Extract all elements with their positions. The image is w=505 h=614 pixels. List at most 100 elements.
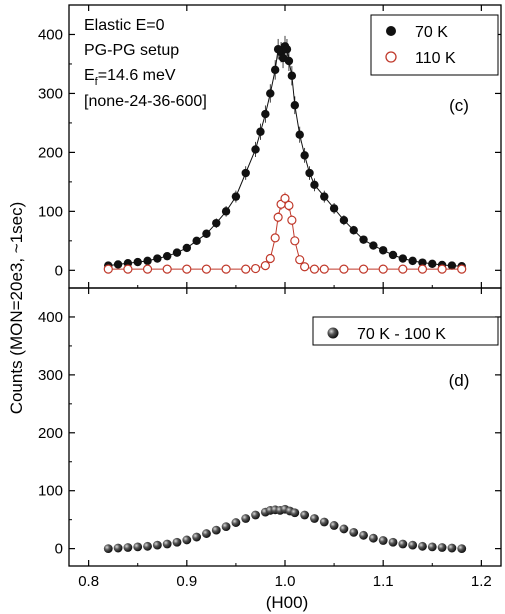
y-tick-label: 0 bbox=[55, 262, 63, 279]
data-point bbox=[329, 204, 339, 213]
data-point bbox=[284, 56, 294, 66]
data-point bbox=[202, 229, 211, 238]
legend-label: 110 K bbox=[415, 50, 456, 67]
data-point bbox=[250, 263, 261, 274]
data-point bbox=[143, 541, 152, 551]
annotation-ef-value: =14.6 meV bbox=[98, 67, 176, 84]
data-point bbox=[152, 540, 162, 550]
data-point bbox=[300, 510, 310, 520]
data-point bbox=[270, 65, 280, 75]
data-point bbox=[261, 109, 270, 119]
data-point bbox=[172, 537, 182, 547]
data-point bbox=[162, 539, 172, 549]
panel-d-chart: 0 100 200 300 400 0.8 0.9 1.0 1.1 1.2 70 K - 100 K… bbox=[38, 287, 502, 590]
data-point bbox=[251, 510, 260, 520]
data-point bbox=[211, 525, 221, 535]
data-point bbox=[103, 264, 113, 274]
data-point bbox=[309, 264, 320, 274]
y-tick-label: 400 bbox=[38, 26, 63, 43]
data-point bbox=[143, 256, 152, 266]
data-point bbox=[103, 544, 113, 554]
data-point bbox=[287, 215, 297, 225]
legend-marker bbox=[327, 327, 339, 339]
data-point bbox=[202, 529, 211, 538]
panel-label: (c) bbox=[449, 96, 469, 115]
x-tick-label: 0.8 bbox=[78, 573, 99, 590]
data-point bbox=[339, 524, 349, 534]
data-point bbox=[295, 255, 305, 265]
y-tick-label: 100 bbox=[38, 203, 63, 220]
data-point bbox=[378, 264, 388, 274]
data-point bbox=[300, 151, 309, 160]
data-point bbox=[221, 207, 231, 216]
data-point bbox=[265, 253, 275, 264]
data-point bbox=[113, 260, 123, 269]
data-point bbox=[437, 543, 447, 552]
panel-c-annotations: Elastic E=0 PG-PG setup Ef=14.6 meV [non… bbox=[84, 17, 207, 110]
x-tick-label: 1.0 bbox=[275, 573, 296, 590]
data-point bbox=[241, 168, 250, 178]
data-point bbox=[369, 241, 378, 250]
data-point bbox=[282, 45, 292, 54]
y-tick-label: 200 bbox=[38, 144, 63, 161]
x-axis-label: (H00) bbox=[266, 593, 309, 612]
data-point bbox=[241, 514, 251, 523]
data-point bbox=[153, 254, 162, 263]
data-point bbox=[142, 264, 153, 274]
data-point bbox=[270, 233, 280, 243]
data-point bbox=[378, 246, 388, 255]
data-point bbox=[319, 264, 329, 274]
data-point bbox=[349, 226, 358, 235]
legend-box bbox=[370, 14, 499, 76]
data-point bbox=[123, 264, 133, 274]
data-point bbox=[457, 264, 467, 274]
y-tick-label: 100 bbox=[38, 483, 63, 500]
x-tick-label: 1.2 bbox=[471, 573, 492, 590]
data-point bbox=[192, 236, 201, 246]
data-point bbox=[427, 542, 437, 552]
data-point bbox=[358, 264, 369, 274]
data-point bbox=[368, 533, 378, 543]
data-point bbox=[290, 508, 300, 518]
data-point bbox=[305, 168, 314, 178]
data-point bbox=[231, 192, 241, 201]
data-point bbox=[290, 101, 300, 110]
data-point bbox=[260, 260, 270, 271]
data-point bbox=[447, 261, 457, 270]
y-tick-label: 0 bbox=[55, 541, 63, 558]
data-point bbox=[123, 543, 133, 552]
data-point bbox=[300, 262, 310, 272]
data-point bbox=[437, 264, 447, 274]
y-tick-label: 300 bbox=[38, 367, 63, 384]
data-point bbox=[310, 180, 319, 190]
data-point bbox=[231, 518, 241, 527]
data-point bbox=[418, 541, 427, 551]
data-point bbox=[287, 71, 297, 80]
data-point bbox=[349, 528, 359, 537]
data-point bbox=[182, 264, 192, 274]
data-point bbox=[251, 145, 260, 154]
y-tick-label: 400 bbox=[38, 309, 63, 326]
data-point bbox=[290, 236, 300, 246]
x-tick-label: 1.1 bbox=[373, 573, 394, 590]
data-point bbox=[284, 200, 294, 211]
data-point bbox=[172, 248, 182, 257]
data-point bbox=[408, 540, 418, 550]
data-point bbox=[428, 259, 437, 269]
data-point bbox=[447, 543, 457, 553]
data-point bbox=[457, 544, 467, 554]
data-point bbox=[417, 264, 428, 274]
x-tick-label: 0.9 bbox=[176, 573, 197, 590]
data-point bbox=[162, 251, 172, 261]
annotation-ef: Ef=14.6 meV bbox=[84, 67, 176, 88]
legend-marker bbox=[385, 51, 397, 63]
data-point bbox=[310, 514, 319, 523]
annotation-setup: PG-PG setup bbox=[84, 42, 179, 59]
data-point bbox=[266, 89, 275, 98]
panel-label: (d) bbox=[449, 371, 470, 390]
data-point bbox=[201, 264, 212, 274]
data-point bbox=[133, 542, 143, 552]
legend-label: 70 K bbox=[415, 24, 448, 41]
data-point bbox=[241, 264, 251, 274]
